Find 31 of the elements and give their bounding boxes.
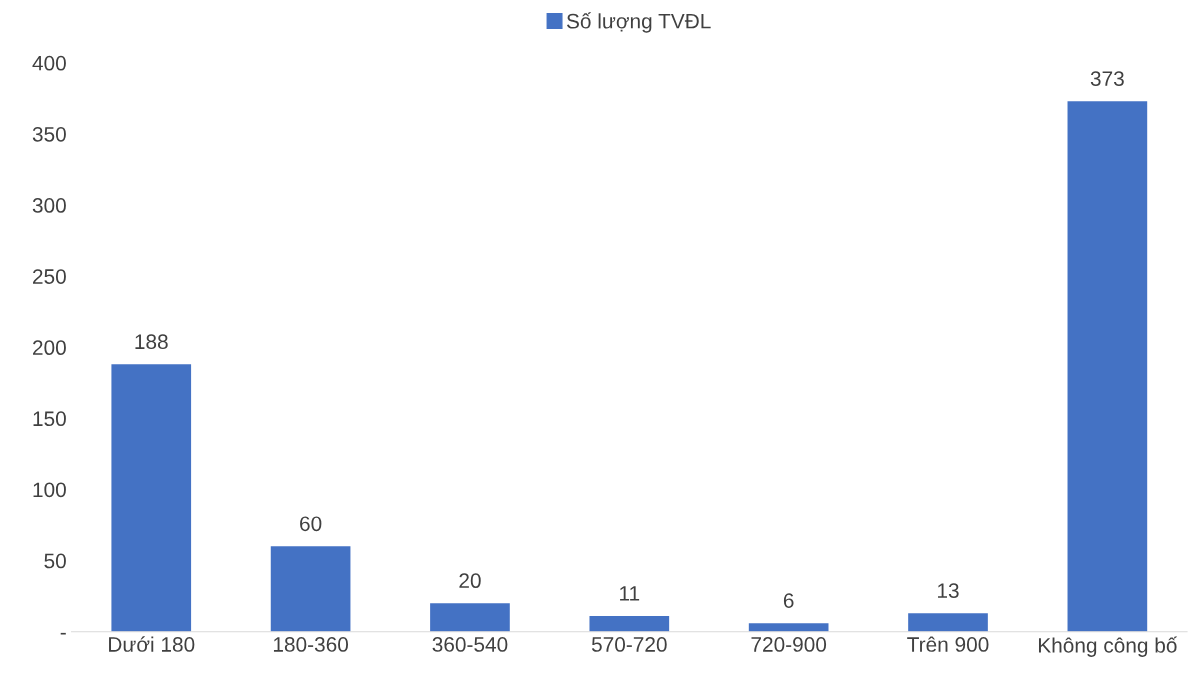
y-tick-label: - xyxy=(60,632,66,635)
x-tick-label: 570-720 xyxy=(591,637,667,652)
y-tick-label: 400 xyxy=(32,55,66,71)
legend-label: Số lượng TVĐL xyxy=(566,12,711,33)
data-label: 11 xyxy=(620,586,640,601)
y-tick-label: 50 xyxy=(44,553,66,569)
y-tick-label: 350 xyxy=(32,126,66,142)
data-label: 20 xyxy=(459,573,481,589)
bar xyxy=(430,603,510,632)
bar xyxy=(748,623,829,632)
data-label: 188 xyxy=(135,334,168,350)
data-label: 6 xyxy=(783,593,794,608)
y-tick-label: 300 xyxy=(32,198,66,213)
x-tick-label: Dưới 180 xyxy=(109,636,195,652)
bar xyxy=(1067,101,1148,632)
x-tick-label: 180-360 xyxy=(273,637,349,652)
data-label: 60 xyxy=(300,516,322,532)
data-label: 13 xyxy=(938,583,959,598)
y-tick-label: 250 xyxy=(33,269,66,284)
data-label: 373 xyxy=(1090,71,1124,86)
x-tick-label: Không công bố xyxy=(1038,636,1178,657)
x-tick-label: 360-540 xyxy=(432,637,508,652)
bar xyxy=(111,364,192,632)
y-tick-label: 100 xyxy=(33,482,66,498)
bar xyxy=(270,546,351,632)
y-tick-label: 150 xyxy=(33,411,66,427)
bar xyxy=(908,613,988,632)
x-tick-label: Trên 900 xyxy=(907,636,989,652)
x-tick-label: 720-900 xyxy=(751,637,827,652)
bar xyxy=(589,616,670,632)
y-tick-label: 200 xyxy=(33,340,66,356)
